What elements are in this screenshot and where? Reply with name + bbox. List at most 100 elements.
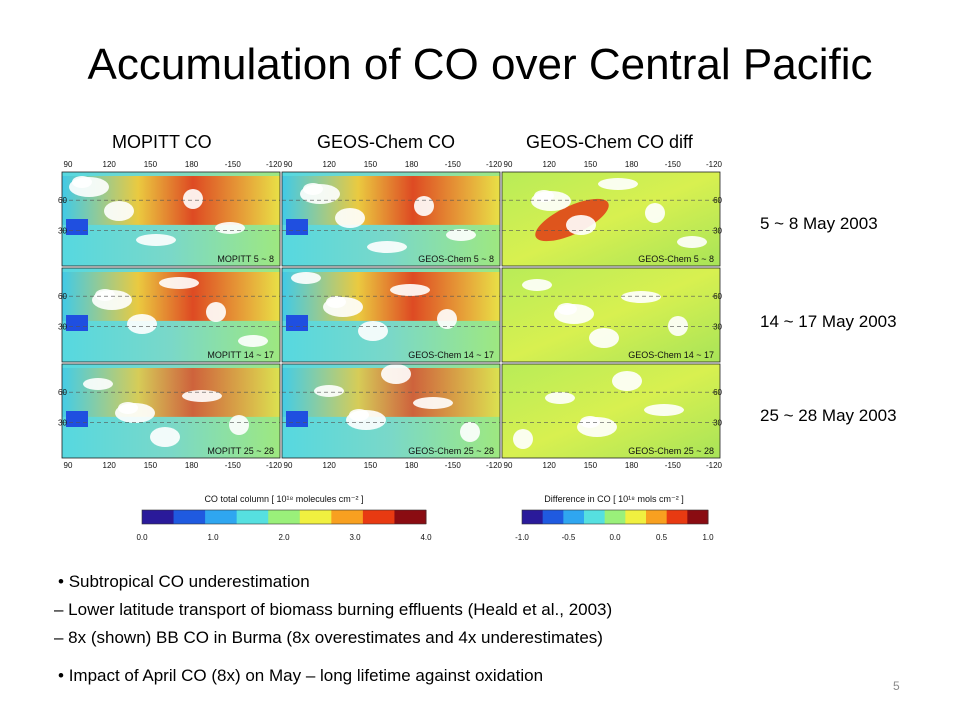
panel-frame xyxy=(281,363,501,459)
colorbar-swatch xyxy=(142,510,175,524)
missing-data-blob xyxy=(677,236,707,248)
panel-frame xyxy=(501,363,721,459)
missing-data-blob xyxy=(566,215,596,235)
missing-data-blob xyxy=(159,277,199,289)
missing-data-blob xyxy=(358,321,388,341)
missing-data-blob xyxy=(136,234,176,246)
lon-tick-label: 90 xyxy=(284,461,293,470)
lon-tick-label: 150 xyxy=(584,461,598,470)
colorbar-tick-label: 0.0 xyxy=(609,533,621,542)
lon-tick-label: 90 xyxy=(504,461,513,470)
panel-frame xyxy=(501,267,721,363)
colorbar-swatch xyxy=(563,510,585,524)
colorbar-tick-label: 0.5 xyxy=(656,533,668,542)
lon-tick-label: 180 xyxy=(405,160,419,169)
colorbar-swatch xyxy=(205,510,238,524)
colorbar-swatch xyxy=(362,510,395,524)
missing-data-blob xyxy=(92,290,132,310)
lon-tick-label: 180 xyxy=(405,461,419,470)
colorbar-tick-label: 1.0 xyxy=(207,533,219,542)
lon-tick-label: 150 xyxy=(364,461,378,470)
lat-tick-label: 30 xyxy=(713,322,722,331)
missing-data-blob xyxy=(215,222,245,234)
colorbar-swatch xyxy=(173,510,206,524)
lon-tick-label: -150 xyxy=(445,461,462,470)
bullet-text-2: Impact of April CO (8x) on May – long li… xyxy=(68,666,544,685)
missing-data-blob xyxy=(69,177,109,197)
colorbar-tick-label: 3.0 xyxy=(349,533,361,542)
lon-tick-label: -120 xyxy=(706,160,723,169)
panel-frame xyxy=(501,171,721,267)
panel-label: GEOS-Chem 14 ~ 17 xyxy=(408,350,494,360)
map-panel: GEOS-Chem 25 ~ 28 xyxy=(501,363,721,459)
bullet-dot-icon: • xyxy=(58,666,69,685)
colorbar-swatch xyxy=(299,510,332,524)
panel-label: MOPITT 25 ~ 28 xyxy=(207,446,274,456)
panel-label: GEOS-Chem 5 ~ 8 xyxy=(638,254,714,264)
missing-data-blob xyxy=(127,314,157,334)
period-label-3: 25 ~ 28 May 2003 xyxy=(760,406,897,425)
lon-tick-label: 180 xyxy=(625,160,639,169)
lon-tick-label: 90 xyxy=(64,461,73,470)
missing-data-blob xyxy=(446,229,476,241)
low-co-patch xyxy=(286,219,308,235)
missing-data-blob xyxy=(460,422,480,442)
missing-data-blob xyxy=(381,364,411,384)
lon-tick-label: 180 xyxy=(185,160,199,169)
page-number: 5 xyxy=(893,679,900,693)
missing-data-blob xyxy=(390,284,430,296)
map-panel: GEOS-Chem 25 ~ 28 xyxy=(281,363,501,459)
missing-data-blob xyxy=(437,309,457,329)
colorbar-total-title: CO total column [ 10¹⁸ molecules cm⁻² ] xyxy=(204,494,363,504)
lat-tick-label: 60 xyxy=(58,196,67,205)
colorbar-swatch xyxy=(646,510,668,524)
panel-label: GEOS-Chem 25 ~ 28 xyxy=(408,446,494,456)
panel-frame xyxy=(281,171,501,267)
column-header-mopitt: MOPITT CO xyxy=(112,132,212,152)
low-co-patch xyxy=(66,411,88,427)
missing-data-blob xyxy=(238,335,268,347)
lon-tick-label: -120 xyxy=(486,160,503,169)
lon-tick-label: -120 xyxy=(266,461,283,470)
lon-tick-label: 120 xyxy=(543,461,557,470)
missing-data-blob xyxy=(554,304,594,324)
panel-label: GEOS-Chem 14 ~ 17 xyxy=(628,350,714,360)
missing-data-blob xyxy=(314,385,344,397)
missing-data-blob xyxy=(513,429,533,449)
lon-tick-label: 150 xyxy=(584,160,598,169)
map-panel: GEOS-Chem 14 ~ 17 xyxy=(501,267,721,363)
lat-tick-label: 30 xyxy=(58,322,67,331)
colorbar-swatch xyxy=(268,510,301,524)
missing-data-blob xyxy=(644,404,684,416)
colorbar-swatch xyxy=(542,510,564,524)
missing-data-blob xyxy=(335,208,365,228)
lat-tick-label: 60 xyxy=(713,388,722,397)
colorbar-tick-label: -0.5 xyxy=(562,533,576,542)
lon-tick-label: 120 xyxy=(323,160,337,169)
map-panel: MOPITT 5 ~ 8 xyxy=(61,171,281,267)
missing-data-blob xyxy=(413,397,453,409)
lon-tick-label: 150 xyxy=(144,461,158,470)
lon-tick-label: 120 xyxy=(103,461,117,470)
lon-tick-label: -150 xyxy=(665,461,682,470)
panel-label: MOPITT 5 ~ 8 xyxy=(217,254,274,264)
lat-tick-label: 30 xyxy=(58,418,67,427)
colorbar-swatch xyxy=(331,510,364,524)
low-co-patch xyxy=(286,411,308,427)
low-co-patch xyxy=(66,315,88,331)
lon-tick-label: 120 xyxy=(103,160,117,169)
map-panel: GEOS-Chem 14 ~ 17 xyxy=(281,267,501,363)
colorbar-tick-label: 2.0 xyxy=(278,533,290,542)
lon-tick-label: 90 xyxy=(504,160,513,169)
panel-frame xyxy=(61,363,281,459)
colorbar-swatch xyxy=(666,510,688,524)
lon-tick-label: 180 xyxy=(185,461,199,470)
slide-title: Accumulation of CO over Central Pacific xyxy=(87,40,873,89)
missing-data-blob xyxy=(323,297,363,317)
low-co-patch xyxy=(66,219,88,235)
map-panel: MOPITT 25 ~ 28 xyxy=(61,363,281,459)
lat-tick-label: 60 xyxy=(713,196,722,205)
missing-data-blob xyxy=(621,291,661,303)
bullet-text-1: Subtropical CO underestimation xyxy=(68,572,310,591)
lat-tick-label: 60 xyxy=(713,292,722,301)
